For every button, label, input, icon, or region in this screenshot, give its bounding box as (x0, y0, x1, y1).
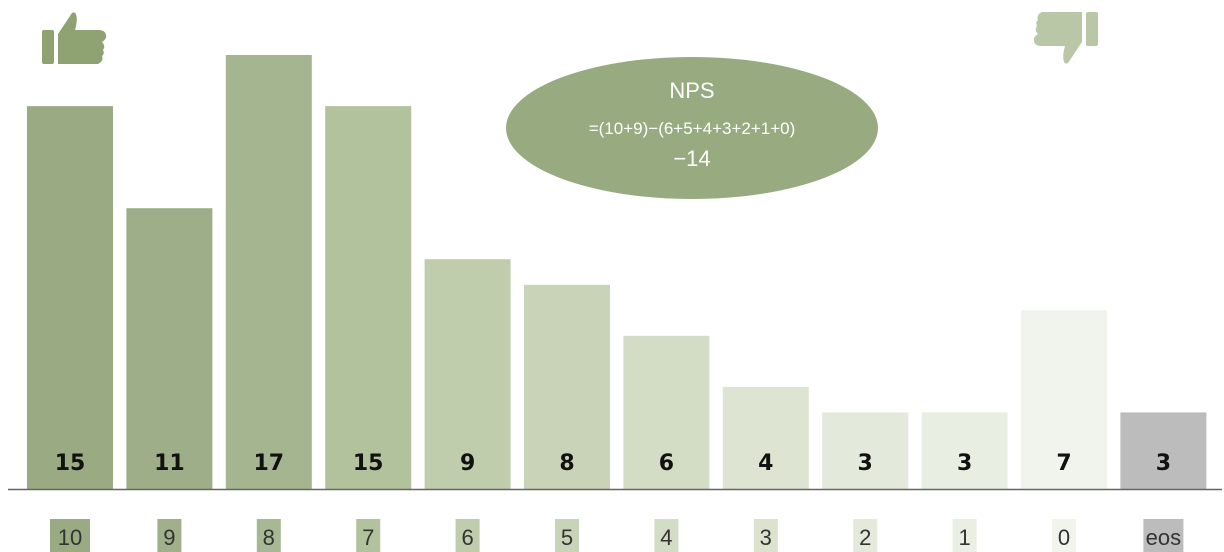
bar-value-label: 3 (858, 451, 873, 476)
bar-value-label: 7 (1056, 451, 1071, 476)
category-label-background (50, 519, 90, 552)
category-label: 8 (263, 525, 275, 550)
bar-5 (524, 284, 610, 489)
thumbs-up-icon (42, 12, 107, 64)
bar-1 (921, 412, 1008, 489)
bar-4 (623, 335, 710, 489)
nps-formula: =(10+9)−(6+5+4+3+2+1+0) (589, 119, 796, 138)
bar-value-label: 3 (1156, 451, 1171, 476)
category-label: 3 (760, 525, 772, 550)
bar-6 (424, 259, 511, 489)
category-label: 4 (660, 525, 672, 550)
bar-7 (325, 106, 412, 489)
bar-value-label: 8 (559, 451, 574, 476)
category-label-background (157, 519, 182, 552)
bar-8 (225, 55, 312, 489)
category-label-background (1052, 519, 1076, 552)
bar-value-label: 15 (55, 451, 86, 476)
category-label-background (853, 519, 878, 552)
category-label-background (753, 519, 778, 552)
category-label: 10 (58, 525, 82, 550)
category-label-background (256, 519, 281, 552)
bar-value-label: 9 (460, 451, 475, 476)
category-label: 5 (561, 525, 573, 550)
bar-value-label: 17 (253, 451, 284, 476)
category-label: 7 (362, 525, 374, 550)
category-label: 6 (461, 525, 473, 550)
category-label: 9 (163, 525, 175, 550)
category-label-background (455, 519, 480, 552)
category-label: 2 (859, 525, 871, 550)
bar-3 (722, 386, 809, 489)
bar-0 (1021, 310, 1107, 489)
bar-value-label: 11 (154, 451, 185, 476)
category-labels-group: 10 9 8 7 6 5 4 3 2 1 0 eos (50, 519, 1184, 552)
bar-value-label: 15 (353, 451, 384, 476)
bar-value-label: 6 (659, 451, 674, 476)
nps-ellipse (506, 57, 878, 199)
nps-annotation: NPS =(10+9)−(6+5+4+3+2+1+0) −14 (506, 57, 878, 199)
category-label-background (1143, 519, 1184, 552)
bar-value-label: 4 (758, 451, 773, 476)
bar-value-label: 3 (957, 451, 972, 476)
nps-title: NPS (669, 78, 714, 103)
category-label-background (654, 519, 679, 552)
thumbs-down-icon (1033, 12, 1098, 64)
category-label: 1 (958, 525, 970, 550)
nps-value: −14 (673, 146, 710, 171)
category-label: 0 (1058, 525, 1070, 550)
value-labels-group: 15 11 17 15 9 8 6 4 3 3 7 3 (55, 451, 1171, 476)
bar-eos (1120, 412, 1207, 489)
bar-9 (126, 208, 213, 489)
category-label-background (952, 519, 977, 552)
category-label: eos (1146, 525, 1181, 550)
category-label-background (356, 519, 381, 552)
bar-2 (822, 412, 909, 489)
bar-10 (27, 106, 113, 489)
bars-group (27, 55, 1207, 489)
category-label-background (555, 519, 579, 552)
